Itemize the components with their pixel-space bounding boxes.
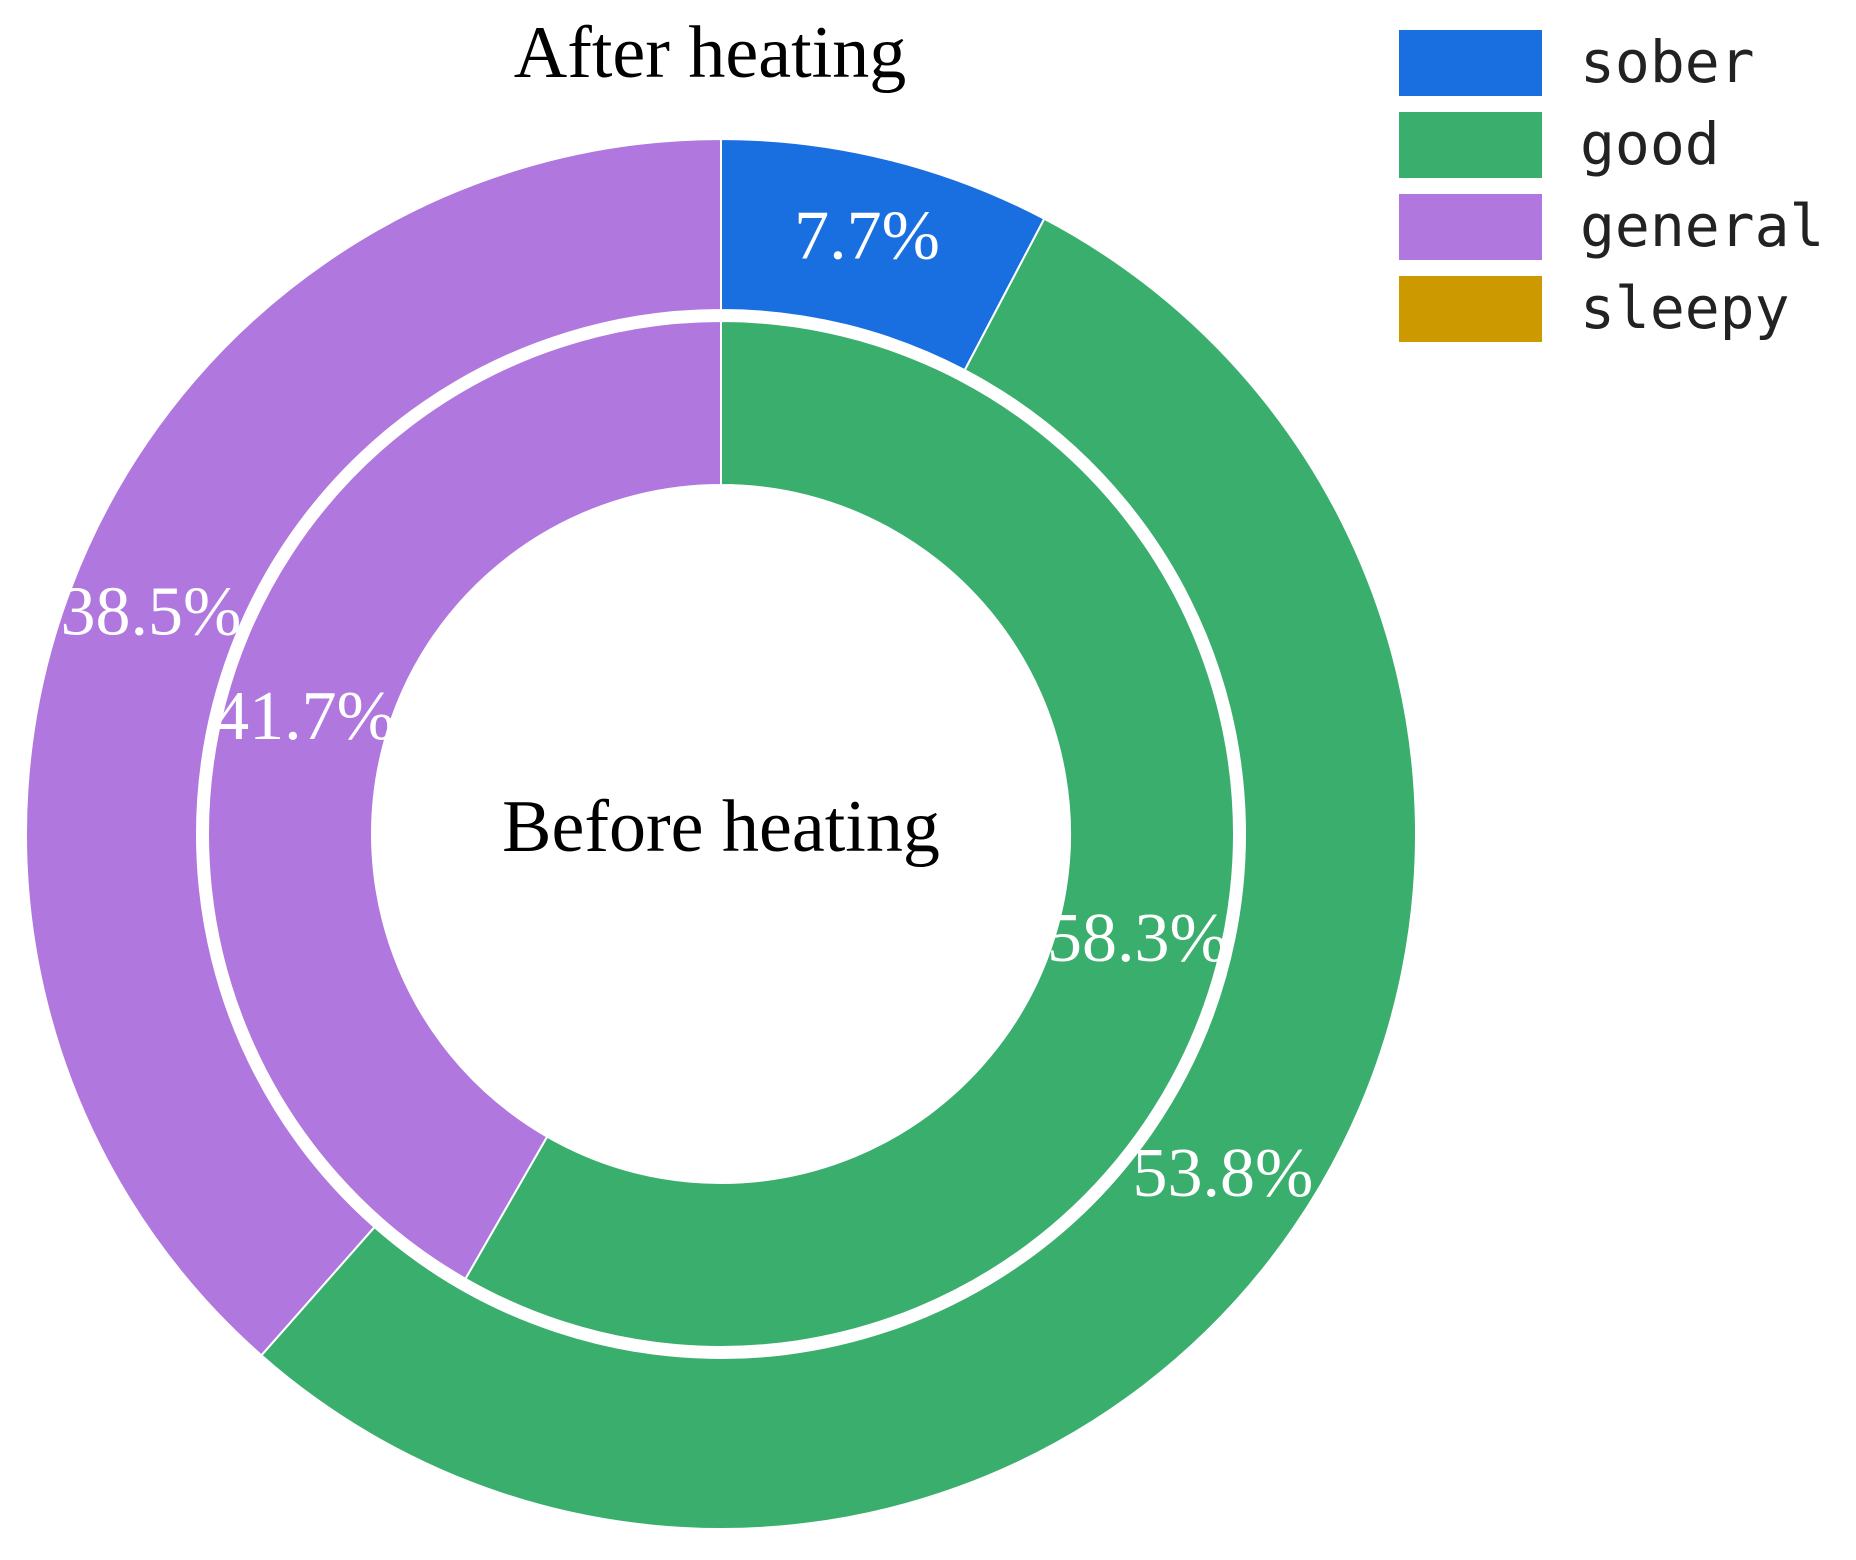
legend-swatch — [1399, 194, 1542, 260]
legend-label: good — [1580, 110, 1720, 178]
legend-swatch — [1399, 30, 1542, 96]
legend-swatch — [1399, 276, 1542, 342]
donut-slice — [259, 217, 1417, 1530]
inner-ring-label: Before heating — [502, 786, 940, 868]
donut-slice — [24, 137, 722, 1357]
slice-label: 7.7% — [794, 197, 940, 274]
slice-label: 58.3% — [1047, 900, 1228, 977]
outer-ring-label: After heating — [514, 12, 906, 94]
donut-slice — [464, 319, 1235, 1348]
slice-label: 38.5% — [60, 574, 241, 651]
legend-label: general — [1580, 192, 1824, 260]
legend-label: sober — [1580, 28, 1755, 96]
slice-label: 41.7% — [214, 678, 395, 755]
legend-swatch — [1399, 112, 1542, 178]
legend-label: sleepy — [1580, 274, 1790, 342]
donut-slice — [207, 319, 722, 1281]
slice-label: 53.8% — [1133, 1135, 1314, 1212]
